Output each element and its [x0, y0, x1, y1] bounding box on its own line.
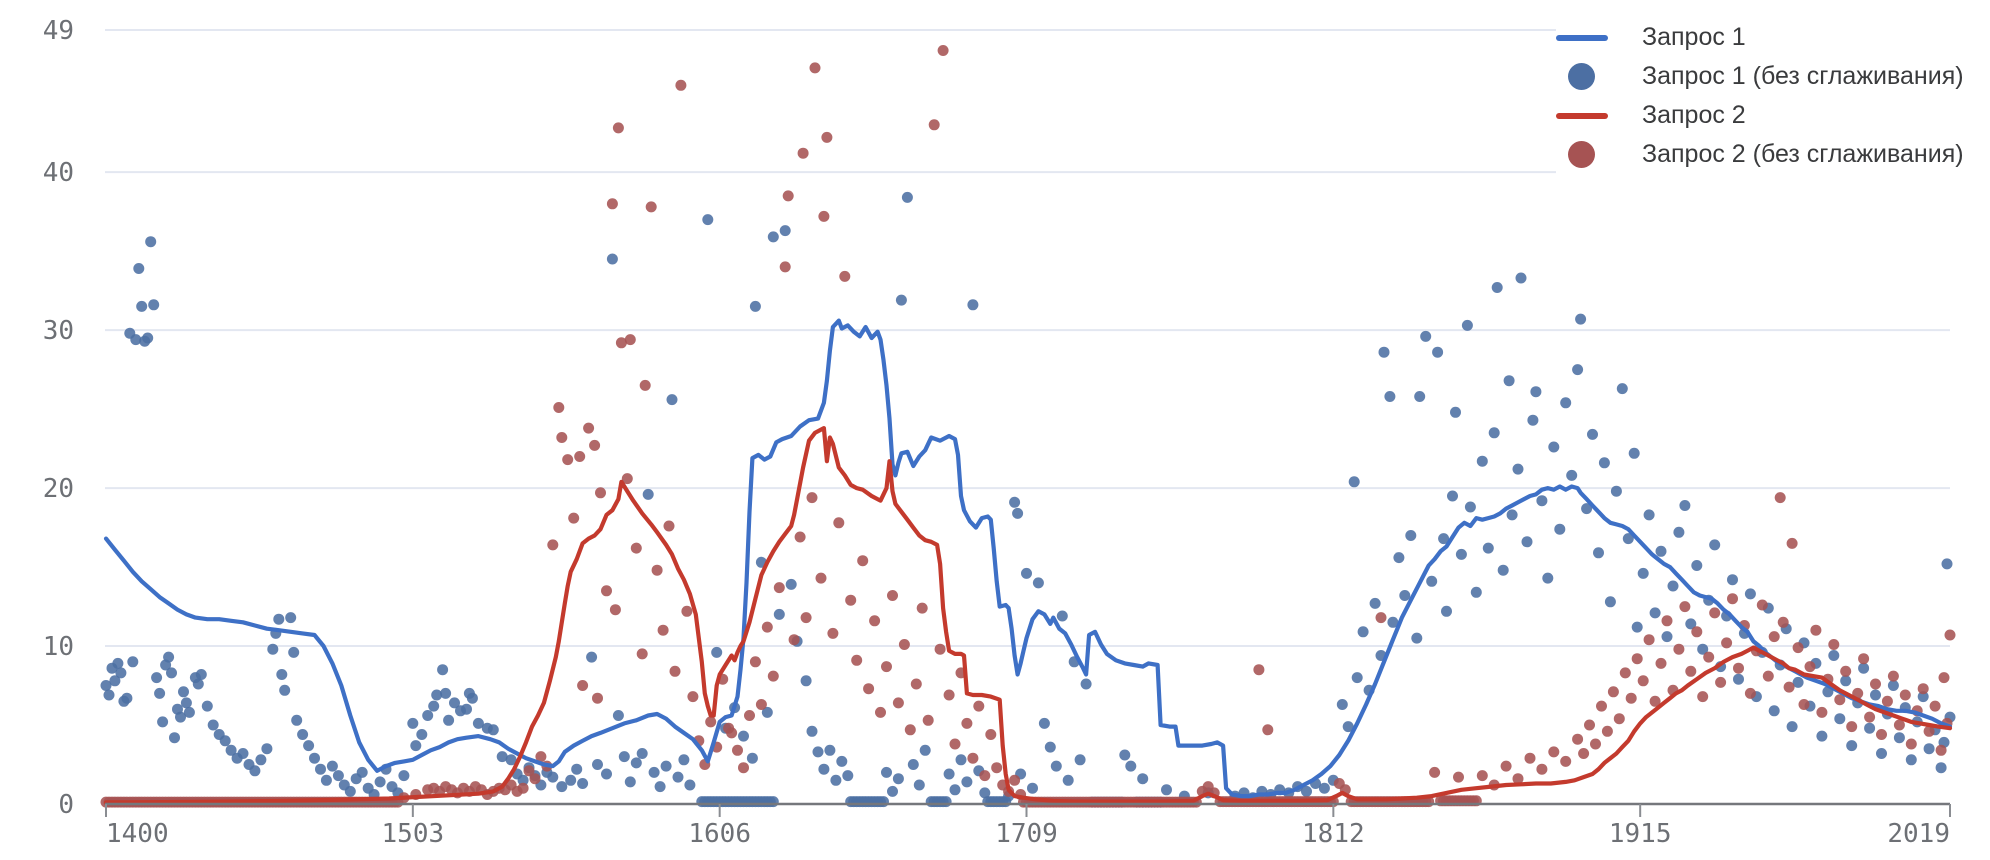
x-axis-tick-label: 1812 — [1302, 819, 1365, 849]
line-swatch-icon — [1556, 34, 1620, 41]
legend-label: Запрос 1 (без сглаживания) — [1642, 62, 1964, 90]
legend-item-query1-line[interactable]: Запрос 1 — [1556, 18, 1990, 57]
dot-swatch-icon — [1556, 63, 1620, 90]
x-axis-tick-label: 1709 — [995, 819, 1058, 849]
line-series — [103, 426, 1953, 805]
x-axis-tick-label: 1400 — [106, 819, 169, 849]
y-axis-tick-label: 0 — [58, 790, 74, 820]
x-axis-tick-label: 1606 — [688, 819, 751, 849]
y-axis-tick-label: 30 — [43, 316, 74, 346]
line-series — [103, 318, 1953, 799]
y-axis-tick-label: 49 — [43, 16, 74, 46]
y-axis-tick-label: 20 — [43, 474, 74, 504]
line-swatch-icon — [1556, 112, 1620, 119]
legend-label: Запрос 2 — [1642, 101, 1746, 129]
scatter-series — [100, 191, 1956, 808]
x-axis-tick-label: 1915 — [1609, 819, 1672, 849]
legend-label: Запрос 2 (без сглаживания) — [1642, 140, 1964, 168]
x-axis-tick-label: 2019 — [1887, 819, 1950, 849]
y-axis-tick-label: 10 — [43, 632, 74, 662]
chart-legend: Запрос 1 Запрос 1 (без сглаживания) Запр… — [1556, 12, 1990, 188]
legend-item-query1-raw[interactable]: Запрос 1 (без сглаживания) — [1556, 57, 1990, 96]
legend-item-query2-line[interactable]: Запрос 2 — [1556, 96, 1990, 135]
legend-label: Запрос 1 — [1642, 23, 1746, 51]
y-axis-tick-label: 40 — [43, 158, 74, 188]
legend-item-query2-raw[interactable]: Запрос 2 (без сглаживания) — [1556, 135, 1990, 174]
x-axis-tick-label: 1503 — [382, 819, 445, 849]
dot-swatch-icon — [1556, 141, 1620, 168]
